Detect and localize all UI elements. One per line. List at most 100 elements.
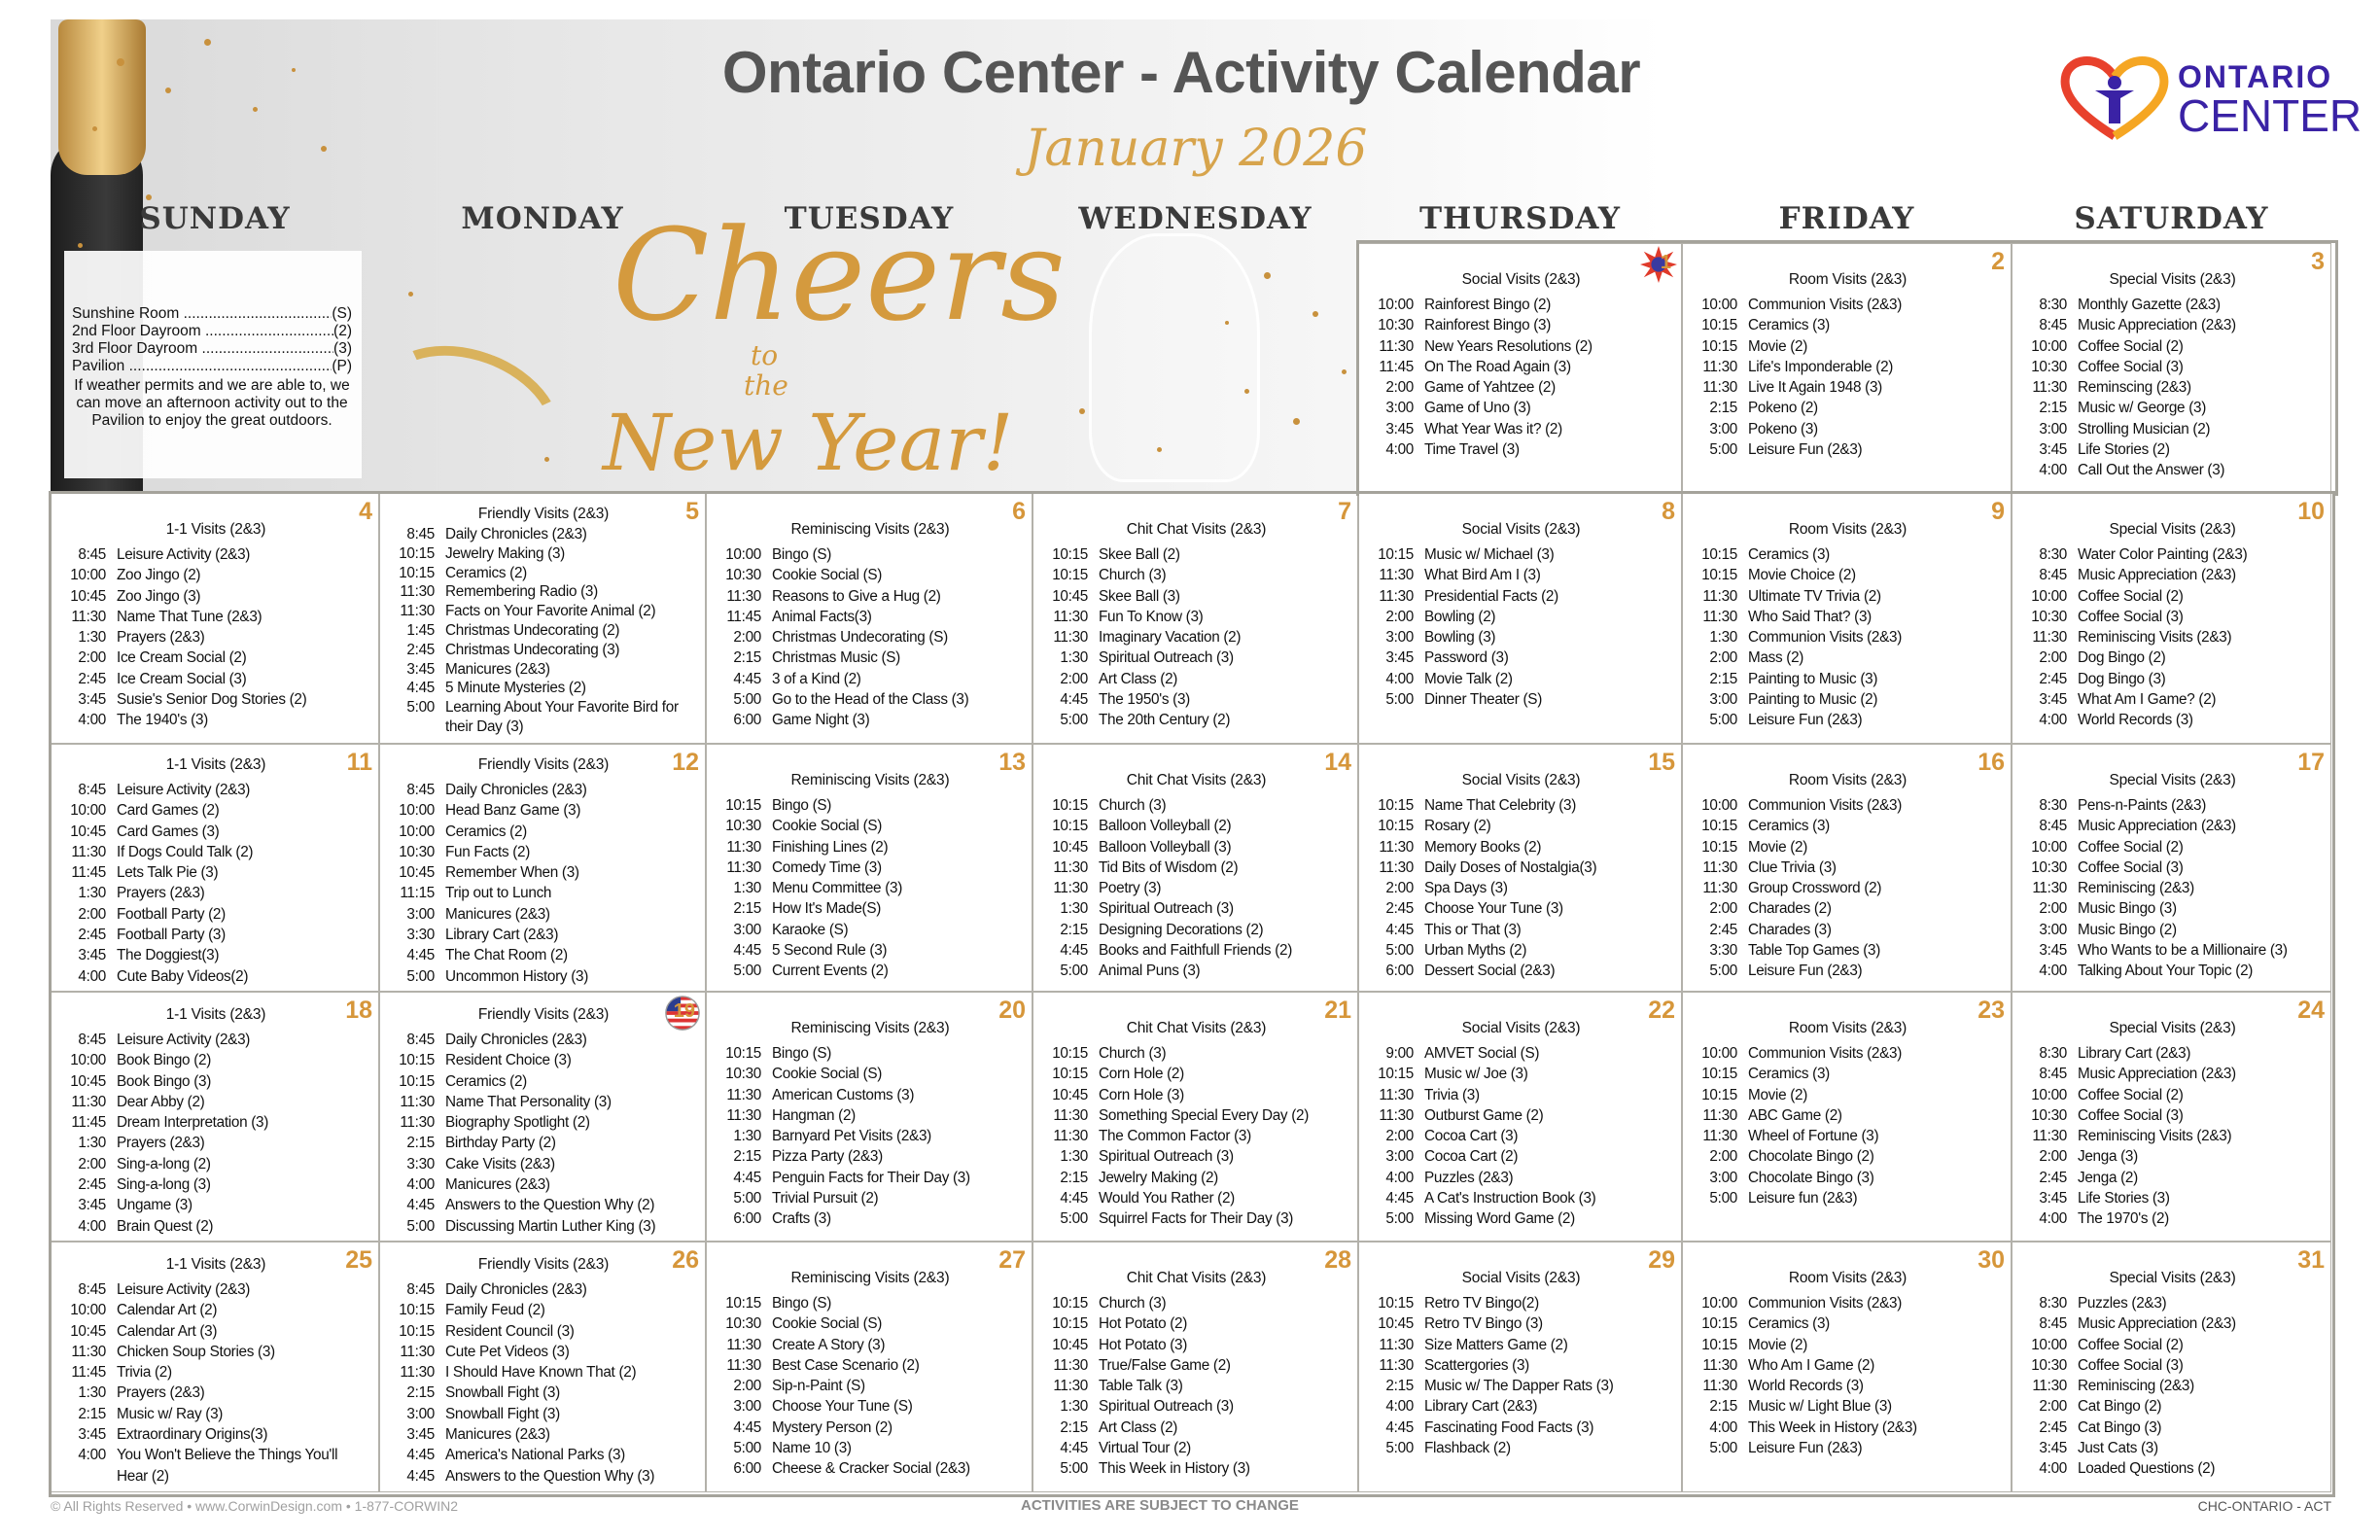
confetti-dot	[146, 194, 152, 200]
activity-item: 10:00 Communion Visits (2&3)	[1691, 295, 2005, 315]
activity-time: 2:00	[78, 905, 106, 923]
activity-item: 11:30 Who Am I Game (2)	[1691, 1355, 2005, 1376]
confetti-dot	[253, 107, 258, 112]
activity-item: 3:00 Choose Your Tune (S)	[715, 1396, 1026, 1417]
activity-name: Skee Ball (2)	[1099, 546, 1180, 563]
activity-time: 4:00	[2039, 462, 2067, 479]
activity-name: Library Cart (2&3)	[2078, 1045, 2191, 1062]
footer-code: CHC-ONTARIO - ACT	[2197, 1498, 2331, 1514]
activity-name: Head Banz Game (3)	[445, 802, 581, 820]
legend-room-name: 2nd Floor Dayroom	[72, 323, 333, 340]
activity-time: 2:15	[1709, 400, 1737, 417]
activity-item: 8:45 Music Appreciation (2&3)	[2020, 1313, 2325, 1334]
activity-name: Movie (2)	[1748, 838, 1808, 856]
activity-name: Spiritual Outreach (3)	[1099, 649, 1234, 667]
ontario-center-logo: ONTARIO CENTER	[2056, 53, 2362, 141]
activity-item: 10:15 Bingo (S)	[715, 1293, 1026, 1313]
activity-name: Who Am I Game (2)	[1748, 1356, 1875, 1374]
activity-item: 2:15 Pokeno (2)	[1691, 398, 2005, 418]
activity-name: Cookie Social (S)	[772, 1066, 883, 1083]
activity-name: Corn Hole (2)	[1099, 1066, 1184, 1083]
activity-time: 8:45	[78, 1032, 106, 1048]
activity-item: 11:30 Memory Books (2)	[1367, 837, 1675, 858]
activity-item: 11:30 Scattergories (3)	[1367, 1355, 1675, 1376]
activity-item: 2:00 Dog Bingo (2)	[2020, 648, 2325, 668]
activity-time: 11:30	[2032, 1128, 2067, 1145]
activity-item: 5:00 Go to the Head of the Class (3)	[715, 689, 1026, 710]
day-cell: 6 Reminiscing Visits (2&3) 10:00 Bingo (S) 1…	[706, 493, 1032, 744]
activity-time: 2:15	[733, 649, 761, 667]
activity-name: Chocolate Bingo (3)	[1748, 1169, 1874, 1186]
activity-time: 11:30	[726, 858, 761, 876]
activity-time: 5:00	[733, 1190, 761, 1208]
activity-time: 4:45	[406, 680, 435, 697]
activity-time: 2:00	[733, 629, 761, 647]
activity-item: 1:30 Prayers (2&3)	[59, 1133, 372, 1153]
activity-time: 4:45	[406, 947, 435, 964]
activity-name: America's National Parks (3)	[445, 1447, 625, 1464]
activity-time: 2:00	[2039, 1148, 2067, 1166]
activity-name: Designing Decorations (2)	[1099, 921, 1264, 938]
activity-item: 5:00 Leisure Fun (2&3)	[1691, 1438, 2005, 1458]
cell-heading: Social Visits (2&3)	[1461, 1270, 1581, 1286]
cell-heading: Special Visits (2&3)	[2109, 1270, 2236, 1286]
activity-time: 4:00	[78, 1447, 106, 1464]
day-cell: 25 1-1 Visits (2&3) 8:45 Leisure Activity (…	[51, 1242, 379, 1492]
activity-name: Music w/ Joe (3)	[1424, 1066, 1528, 1083]
activity-name: Puzzles (2&3)	[1424, 1169, 1514, 1186]
activity-name: Leisure fun (2&3)	[1748, 1190, 1858, 1208]
activity-time: 11:30	[1702, 1356, 1737, 1374]
day-cell: 15 Social Visits (2&3) 10:15 Name That Cele…	[1358, 744, 1682, 992]
activity-name: Cute Baby Videos(2)	[117, 967, 249, 985]
cell-heading: Room Visits (2&3)	[1788, 772, 1908, 788]
activity-name: Password (3)	[1424, 649, 1509, 667]
activity-item: 10:00 Card Games (2)	[59, 800, 372, 821]
activity-time: 10:45	[70, 1322, 106, 1340]
activity-name: Cocoa Cart (3)	[1424, 1128, 1519, 1145]
activity-item: 4:00 The 1970's (2)	[2020, 1208, 2325, 1229]
activity-item: 5:00 Missing Word Game (2)	[1367, 1208, 1675, 1229]
activity-item: 11:30 Group Crossword (2)	[1691, 878, 2005, 898]
activity-name: Communion Visits (2&3)	[1748, 629, 1903, 647]
activity-item: 10:15 Ceramics (2)	[388, 564, 699, 583]
activity-time: 11:30	[1702, 1378, 1737, 1395]
activity-time: 10:00	[1701, 1045, 1737, 1062]
cell-heading: Social Visits (2&3)	[1461, 772, 1581, 788]
day-cell: 17 Special Visits (2&3) 8:30 Pens-n-Paints …	[2012, 744, 2331, 992]
activity-item: 11:30 Life's Imponderable (2)	[1691, 357, 2005, 377]
activity-time: 2:45	[1709, 921, 1737, 938]
activity-time: 8:45	[2039, 1066, 2067, 1083]
activity-time: 10:30	[725, 567, 761, 584]
activity-time: 11:45	[1379, 358, 1414, 375]
activity-name: Library Cart (2&3)	[445, 927, 559, 944]
activity-time: 11:30	[726, 1106, 761, 1124]
activity-time: 10:30	[2031, 1356, 2067, 1374]
activity-time: 2:00	[2039, 1398, 2067, 1416]
activity-time: 11:30	[1702, 858, 1737, 876]
activity-name: Sip-n-Paint (S)	[772, 1378, 865, 1395]
activity-item: 10:15 Church (3)	[1041, 1043, 1351, 1064]
activity-time: 2:45	[2039, 670, 2067, 687]
activity-name: Mystery Person (2)	[772, 1418, 892, 1436]
activity-time: 10:15	[1052, 818, 1088, 835]
activity-name: Something Special Every Day (2)	[1099, 1106, 1310, 1124]
activity-item: 3:00 Game of Uno (3)	[1367, 398, 1675, 418]
activity-name: Books and Faithfull Friends (2)	[1099, 942, 1293, 960]
activity-time: 8:30	[2039, 546, 2067, 563]
activity-name: Uncommon History (3)	[445, 967, 588, 985]
activity-name: What Year Was it? (2)	[1424, 420, 1562, 438]
activity-item: 5:00 Urban Myths (2)	[1367, 940, 1675, 961]
cell-heading: Reminiscing Visits (2&3)	[790, 521, 950, 538]
activity-time: 3:00	[1385, 1148, 1414, 1166]
activity-time: 11:30	[726, 1336, 761, 1353]
activity-time: 2:45	[2039, 1169, 2067, 1186]
american-flag-icon	[665, 996, 700, 1031]
activity-name: World Records (3)	[2078, 712, 2193, 729]
cell-heading: Friendly Visits (2&3)	[477, 1256, 610, 1273]
activity-name: Ice Cream Social (2)	[117, 649, 247, 667]
confetti-dot	[321, 146, 327, 152]
cell-heading: Special Visits (2&3)	[2109, 271, 2236, 288]
activity-time: 2:45	[2039, 1418, 2067, 1436]
activity-item: 11:45 Dream Interpretation (3)	[59, 1112, 372, 1133]
activity-name: Communion Visits (2&3)	[1748, 297, 1903, 313]
